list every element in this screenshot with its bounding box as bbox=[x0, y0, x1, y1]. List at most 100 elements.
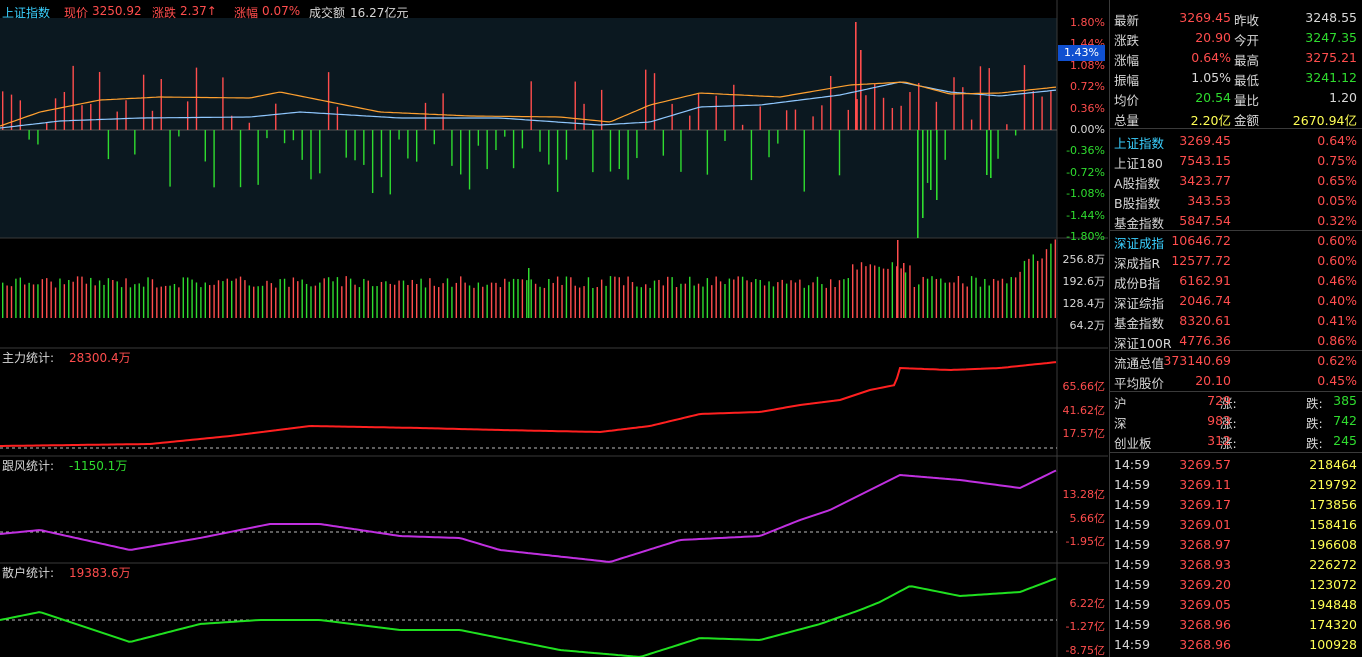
index-row[interactable]: 成份B指 6162.91 0.46% bbox=[1110, 271, 1362, 291]
diff-bar-up bbox=[424, 102, 427, 130]
volume-bar-down bbox=[988, 285, 990, 318]
index-row[interactable]: 深成指R 12577.72 0.60% bbox=[1110, 251, 1362, 271]
index-row[interactable]: 上证指数 3269.45 0.64% bbox=[1110, 131, 1362, 151]
volume-axis-label: 128.4万 bbox=[1062, 297, 1106, 310]
volume-bar-up bbox=[1045, 249, 1048, 318]
index-row[interactable]: 基金指数 8320.61 0.41% bbox=[1110, 311, 1362, 331]
diff-bar-down bbox=[627, 130, 629, 180]
index-value: 5847.54 bbox=[1179, 213, 1231, 228]
volume-bar-up bbox=[1014, 277, 1017, 318]
index-row[interactable]: A股指数 3423.77 0.65% bbox=[1110, 171, 1362, 191]
divider bbox=[1110, 350, 1362, 351]
quote-value: 20.90 bbox=[1195, 30, 1231, 45]
diff-bar-down bbox=[37, 130, 39, 145]
index-row[interactable]: 深证综指 2046.74 0.40% bbox=[1110, 291, 1362, 311]
diff-bar-down bbox=[926, 130, 929, 183]
volume-bar-up bbox=[658, 279, 660, 318]
index-value: 12577.72 bbox=[1171, 253, 1231, 268]
diff-bar-down bbox=[986, 130, 988, 175]
volume-bar-up bbox=[156, 287, 158, 318]
volume-bar-down bbox=[671, 277, 673, 318]
tick-time: 14:59 bbox=[1114, 637, 1151, 652]
index-row[interactable]: 基金指数 5847.54 0.32% bbox=[1110, 211, 1362, 231]
diff-bar-down bbox=[257, 130, 259, 185]
panel-axis-label: 13.28亿 bbox=[1062, 488, 1106, 501]
volume-bar-up bbox=[715, 276, 717, 318]
volume-bar-up bbox=[270, 283, 273, 318]
diff-bar-down bbox=[354, 130, 356, 161]
diff-bar-up bbox=[697, 93, 700, 130]
intraday-chart-area[interactable]: 上证指数 现价 3250.92 涨跌 2.37↑ 涨幅 0.07% 成交额 16… bbox=[0, 0, 1108, 657]
index-value: 8320.61 bbox=[1179, 313, 1231, 328]
quote-row: 涨跌 20.90 今开 3247.35 bbox=[1110, 28, 1362, 48]
diff-bar-up bbox=[98, 71, 101, 130]
tick-volume: 123072 bbox=[1309, 577, 1357, 592]
diff-bar-up bbox=[874, 83, 876, 130]
volume-bar-up bbox=[239, 276, 242, 318]
volume-bar-up bbox=[733, 279, 735, 318]
quote-value: 2670.94亿 bbox=[1292, 113, 1357, 128]
tick-price: 3269.05 bbox=[1179, 597, 1231, 612]
diff-bar-up bbox=[953, 77, 955, 130]
volume-bar-up bbox=[151, 279, 154, 318]
quote-label: 昨收 bbox=[1234, 13, 1260, 28]
volume-bar-up bbox=[631, 282, 634, 318]
volume-bar-up bbox=[962, 283, 964, 318]
diff-bar-down bbox=[477, 130, 480, 146]
index-name: 深证综指 bbox=[1114, 296, 1165, 311]
diff-bar-up bbox=[583, 103, 585, 130]
volume-bar-down bbox=[904, 272, 907, 318]
volume-bar-down bbox=[843, 279, 845, 318]
volume-axis-label: 64.2万 bbox=[1069, 319, 1106, 332]
volume-bar-down bbox=[477, 282, 480, 318]
volume-bar-up bbox=[389, 283, 391, 318]
volume-bar-down bbox=[1010, 277, 1012, 318]
tick-time: 14:59 bbox=[1114, 497, 1151, 512]
index-value: 3423.77 bbox=[1179, 173, 1231, 188]
tick-time: 14:59 bbox=[1114, 517, 1151, 532]
diff-bar-up bbox=[1006, 124, 1008, 130]
volume-bar-down bbox=[195, 282, 198, 318]
diff-bar-down bbox=[283, 130, 286, 144]
quote-value: 3269.45 bbox=[1179, 10, 1231, 25]
diff-bar-up bbox=[81, 105, 83, 130]
volume-bar-up bbox=[834, 286, 836, 318]
index-row[interactable]: 流通总值 373140.69 0.62% bbox=[1110, 351, 1362, 371]
intraday-chart[interactable] bbox=[0, 0, 1108, 657]
volume-bar-up bbox=[1019, 271, 1021, 318]
index-row[interactable]: 上证180 7543.15 0.75% bbox=[1110, 151, 1362, 171]
tick-row: 14:59 3269.17 173856 bbox=[1110, 495, 1362, 515]
volume-bar-up bbox=[596, 287, 598, 318]
volume-bar-down bbox=[1023, 260, 1026, 318]
diff-bar-up bbox=[821, 105, 823, 130]
index-pct: 0.40% bbox=[1317, 293, 1357, 308]
volume-bar-down bbox=[402, 280, 405, 318]
breadth-up-count: 312 bbox=[1207, 433, 1231, 448]
tick-volume: 100928 bbox=[1309, 637, 1357, 652]
volume-bar-down bbox=[19, 277, 22, 318]
index-row[interactable]: 深证100R 4776.36 0.86% bbox=[1110, 331, 1362, 351]
volume-bar-down bbox=[512, 278, 515, 318]
quote-value: 2.20亿 bbox=[1190, 113, 1231, 128]
volume-bar-down bbox=[349, 278, 352, 318]
tick-volume: 194848 bbox=[1309, 597, 1357, 612]
diff-bar-down bbox=[768, 130, 770, 158]
index-row[interactable]: 平均股价 20.10 0.45% bbox=[1110, 371, 1362, 391]
quote-label: 最低 bbox=[1234, 73, 1260, 88]
volume-bar-up bbox=[1001, 278, 1004, 318]
volume-bar-down bbox=[918, 284, 920, 318]
index-row[interactable]: 深证成指 10646.72 0.60% bbox=[1110, 231, 1362, 251]
volume-bar-up bbox=[570, 277, 572, 318]
change-value: 2.37↑ bbox=[180, 4, 217, 18]
index-name: 平均股价 bbox=[1114, 376, 1165, 391]
volume-bar-down bbox=[116, 281, 118, 318]
diff-bar-up bbox=[856, 99, 858, 130]
volume-bar-up bbox=[543, 287, 546, 318]
price-panel-bg bbox=[0, 18, 1057, 238]
volume-bar-down bbox=[847, 278, 849, 318]
index-row[interactable]: B股指数 343.53 0.05% bbox=[1110, 191, 1362, 211]
volume-bar-down bbox=[371, 286, 374, 318]
volume-bar-down bbox=[37, 284, 39, 318]
volume-bar-spike bbox=[528, 268, 530, 318]
diff-bar-up bbox=[741, 124, 744, 130]
